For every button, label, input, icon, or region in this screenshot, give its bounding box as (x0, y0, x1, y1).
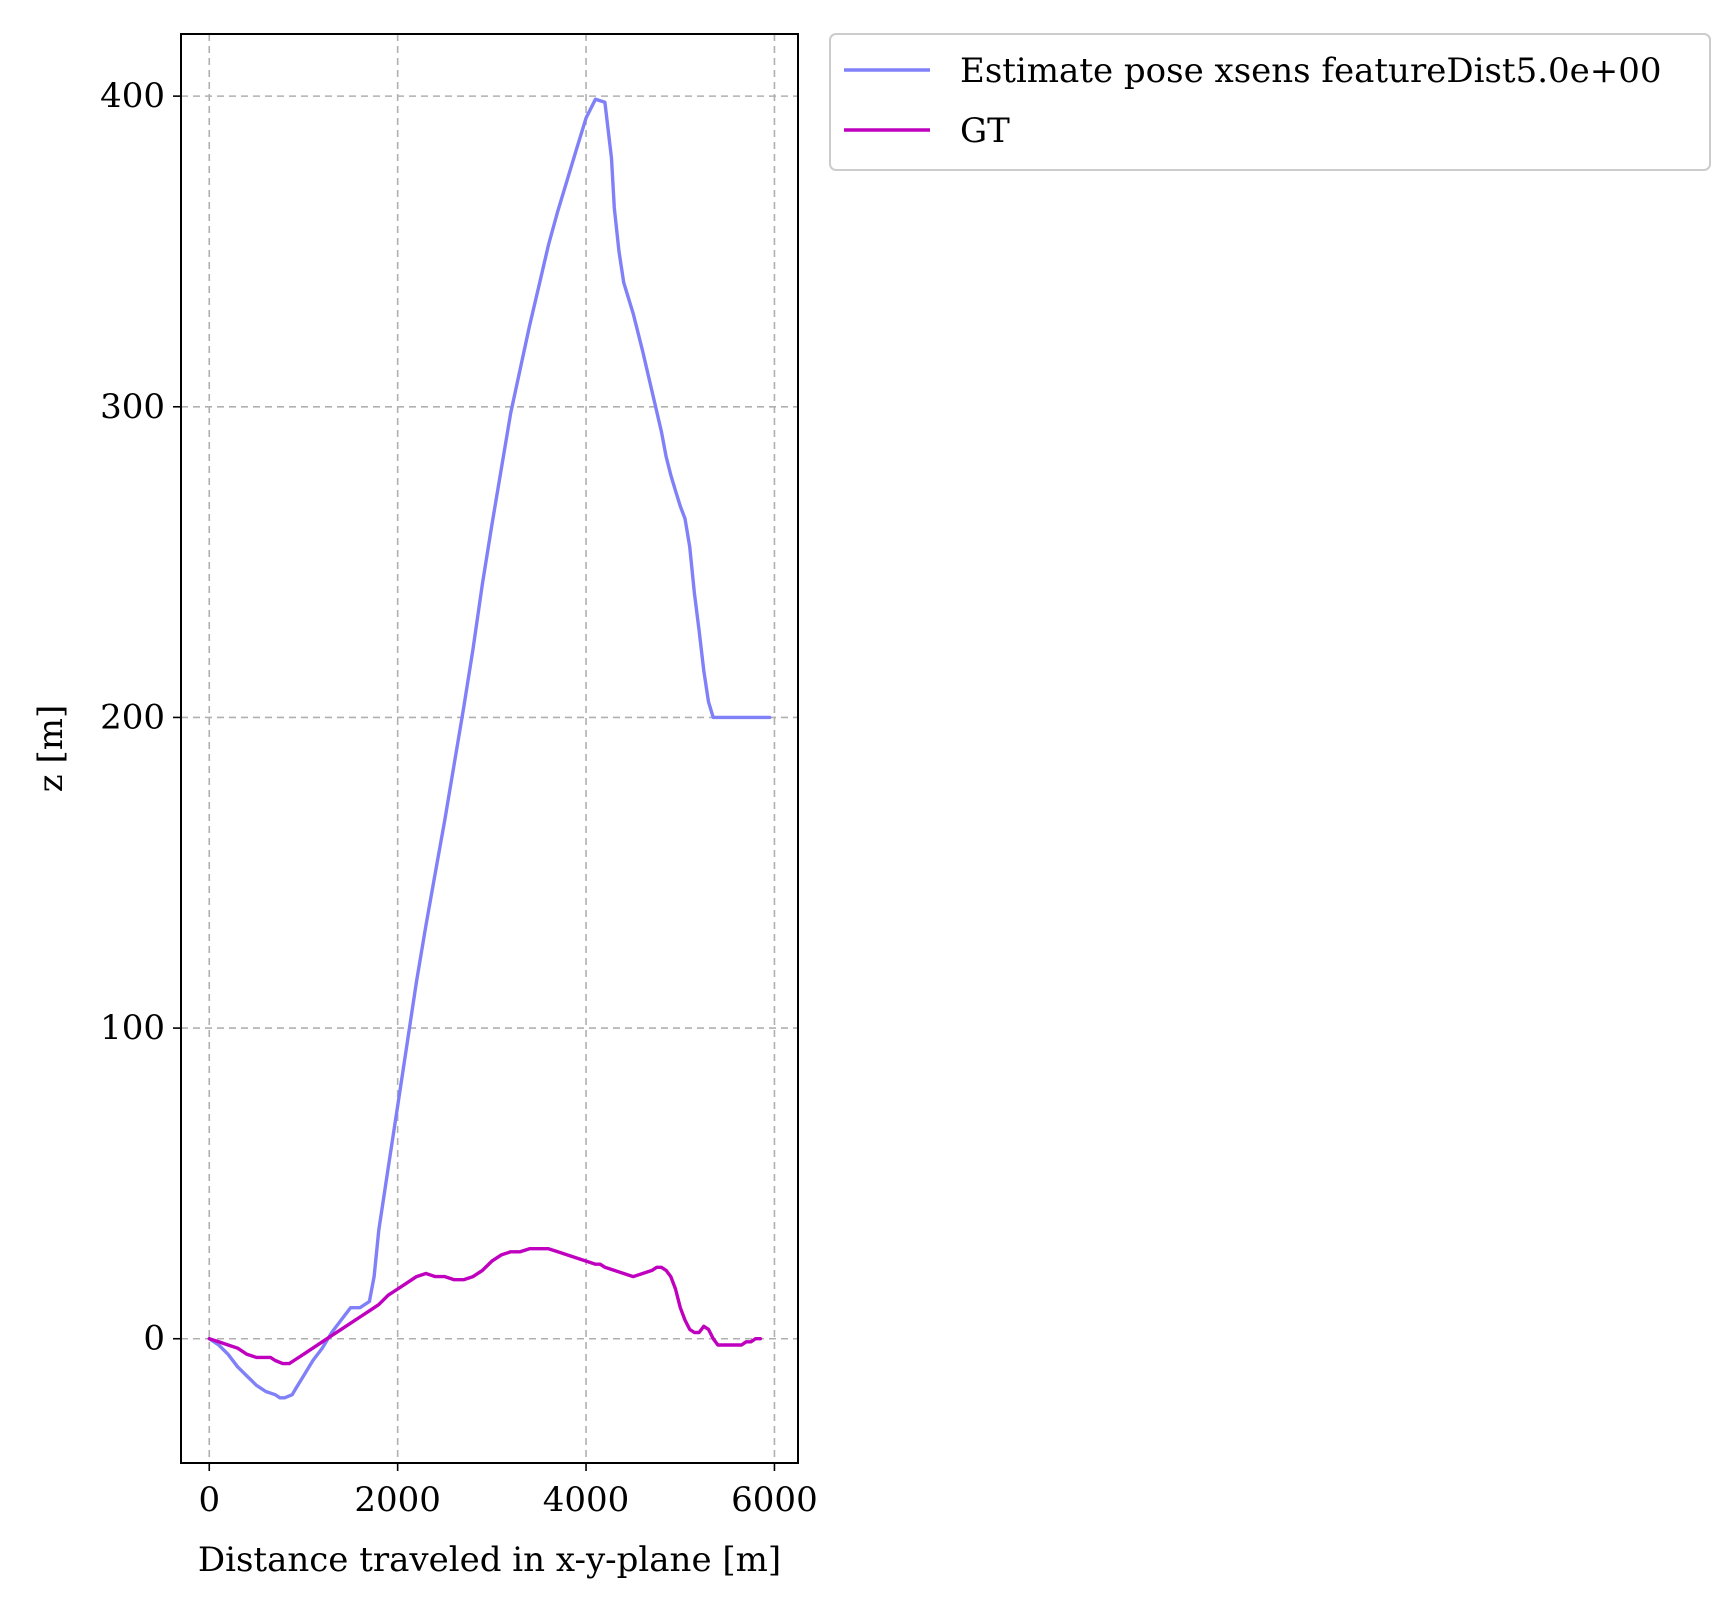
y-tick-label: 0 (143, 1319, 165, 1359)
x-tick-label: 0 (198, 1480, 220, 1520)
y-tick-label: 200 (100, 697, 165, 737)
y-tick-label: 100 (100, 1008, 165, 1048)
legend-label: Estimate pose xsens featureDist5.0e+00 (960, 51, 1662, 91)
legend-label: GT (960, 111, 1010, 151)
x-axis-ticks: 0 2000 4000 6000 (198, 1463, 818, 1520)
legend: Estimate pose xsens featureDist5.0e+00 GT (829, 33, 1711, 171)
x-tick-label: 2000 (354, 1480, 441, 1520)
x-tick-label: 4000 (543, 1480, 630, 1520)
plot-frame (180, 33, 799, 1464)
series-lines (207, 97, 772, 1400)
y-tick-label: 300 (100, 387, 165, 427)
series-line-2 (207, 1247, 762, 1366)
legend-box (829, 33, 1711, 171)
grid (181, 34, 798, 1463)
x-tick-label: 6000 (731, 1480, 818, 1520)
x-axis-label: Distance traveled in x-y-plane [m] (198, 1540, 781, 1580)
y-tick-label: 400 (100, 76, 165, 116)
y-axis-label: z [m] (31, 705, 71, 793)
y-axis-ticks: 0 100 200 300 400 (100, 76, 181, 1359)
series-line-1 (207, 97, 772, 1400)
